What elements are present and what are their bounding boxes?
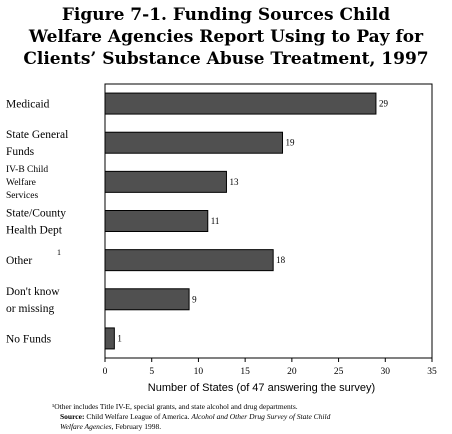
bar: [104, 92, 377, 115]
x-tick-label: 15: [240, 367, 250, 377]
footnote-other: ¹Other includes Title IV-E, special gran…: [52, 402, 298, 411]
x-tick-label: 35: [427, 367, 437, 377]
bar: [104, 249, 274, 272]
chart-title-line-3: Clients’ Substance Abuse Treatment, 1997: [23, 49, 429, 69]
chart-title-line-2: Welfare Agencies Report Using to Pay for: [28, 27, 424, 47]
category-label: or missing: [6, 303, 54, 315]
x-tick-label: 30: [381, 367, 391, 377]
bar-value-label: 18: [276, 255, 286, 265]
x-tick-label: 25: [334, 367, 344, 377]
category-label: Other: [6, 255, 32, 267]
x-tick-label: 20: [287, 367, 297, 377]
source-label: Source:: [60, 412, 85, 421]
category-label: Medicaid: [6, 99, 50, 111]
footnote-mark: 1: [57, 248, 61, 257]
category-label: State General: [6, 129, 68, 141]
category-label: Don't know: [6, 286, 60, 298]
bar: [104, 210, 209, 232]
x-tick-label: 5: [149, 367, 154, 377]
chart-title-line-1: Figure 7-1. Funding Sources Child: [61, 5, 391, 25]
chart-title: Figure 7-1. Funding Sources Child Welfar…: [0, 4, 452, 70]
source-text: Child Welfare League of America.: [84, 412, 192, 421]
category-label: Welfare: [6, 177, 36, 188]
category-label: IV-B Child: [6, 165, 48, 175]
bar: [104, 170, 227, 193]
x-axis-label: Number of States (of 47 answering the su…: [148, 382, 375, 394]
category-label: Health Dept: [6, 225, 63, 237]
bar: [104, 288, 190, 311]
bar: [104, 131, 284, 154]
source-date: , February 1998.: [111, 422, 162, 431]
source-title-cont: Welfare Agencies: [60, 422, 112, 431]
footnote: ¹Other includes Title IV-E, special gran…: [52, 402, 442, 432]
bar-value-label: 13: [229, 177, 239, 187]
bar-value-label: 1: [117, 333, 122, 343]
category-label: State/County: [6, 208, 66, 220]
bar-value-label: 11: [211, 216, 220, 226]
bar-value-label: 9: [192, 294, 197, 304]
footnote-source-cont: Welfare Agencies, February 1998.: [52, 422, 442, 432]
category-label: Funds: [6, 146, 35, 158]
bar-value-label: 29: [379, 99, 389, 109]
category-label: No Funds: [6, 333, 52, 345]
bar: [104, 327, 115, 350]
footnote-source: Source: Child Welfare League of America.…: [52, 412, 442, 422]
x-tick-label: 0: [103, 367, 108, 377]
source-title: Alcohol and Other Drug Survey of State C…: [191, 412, 331, 421]
bar-value-label: 19: [286, 138, 296, 148]
category-label: Services: [6, 191, 38, 201]
x-tick-label: 10: [194, 367, 204, 377]
